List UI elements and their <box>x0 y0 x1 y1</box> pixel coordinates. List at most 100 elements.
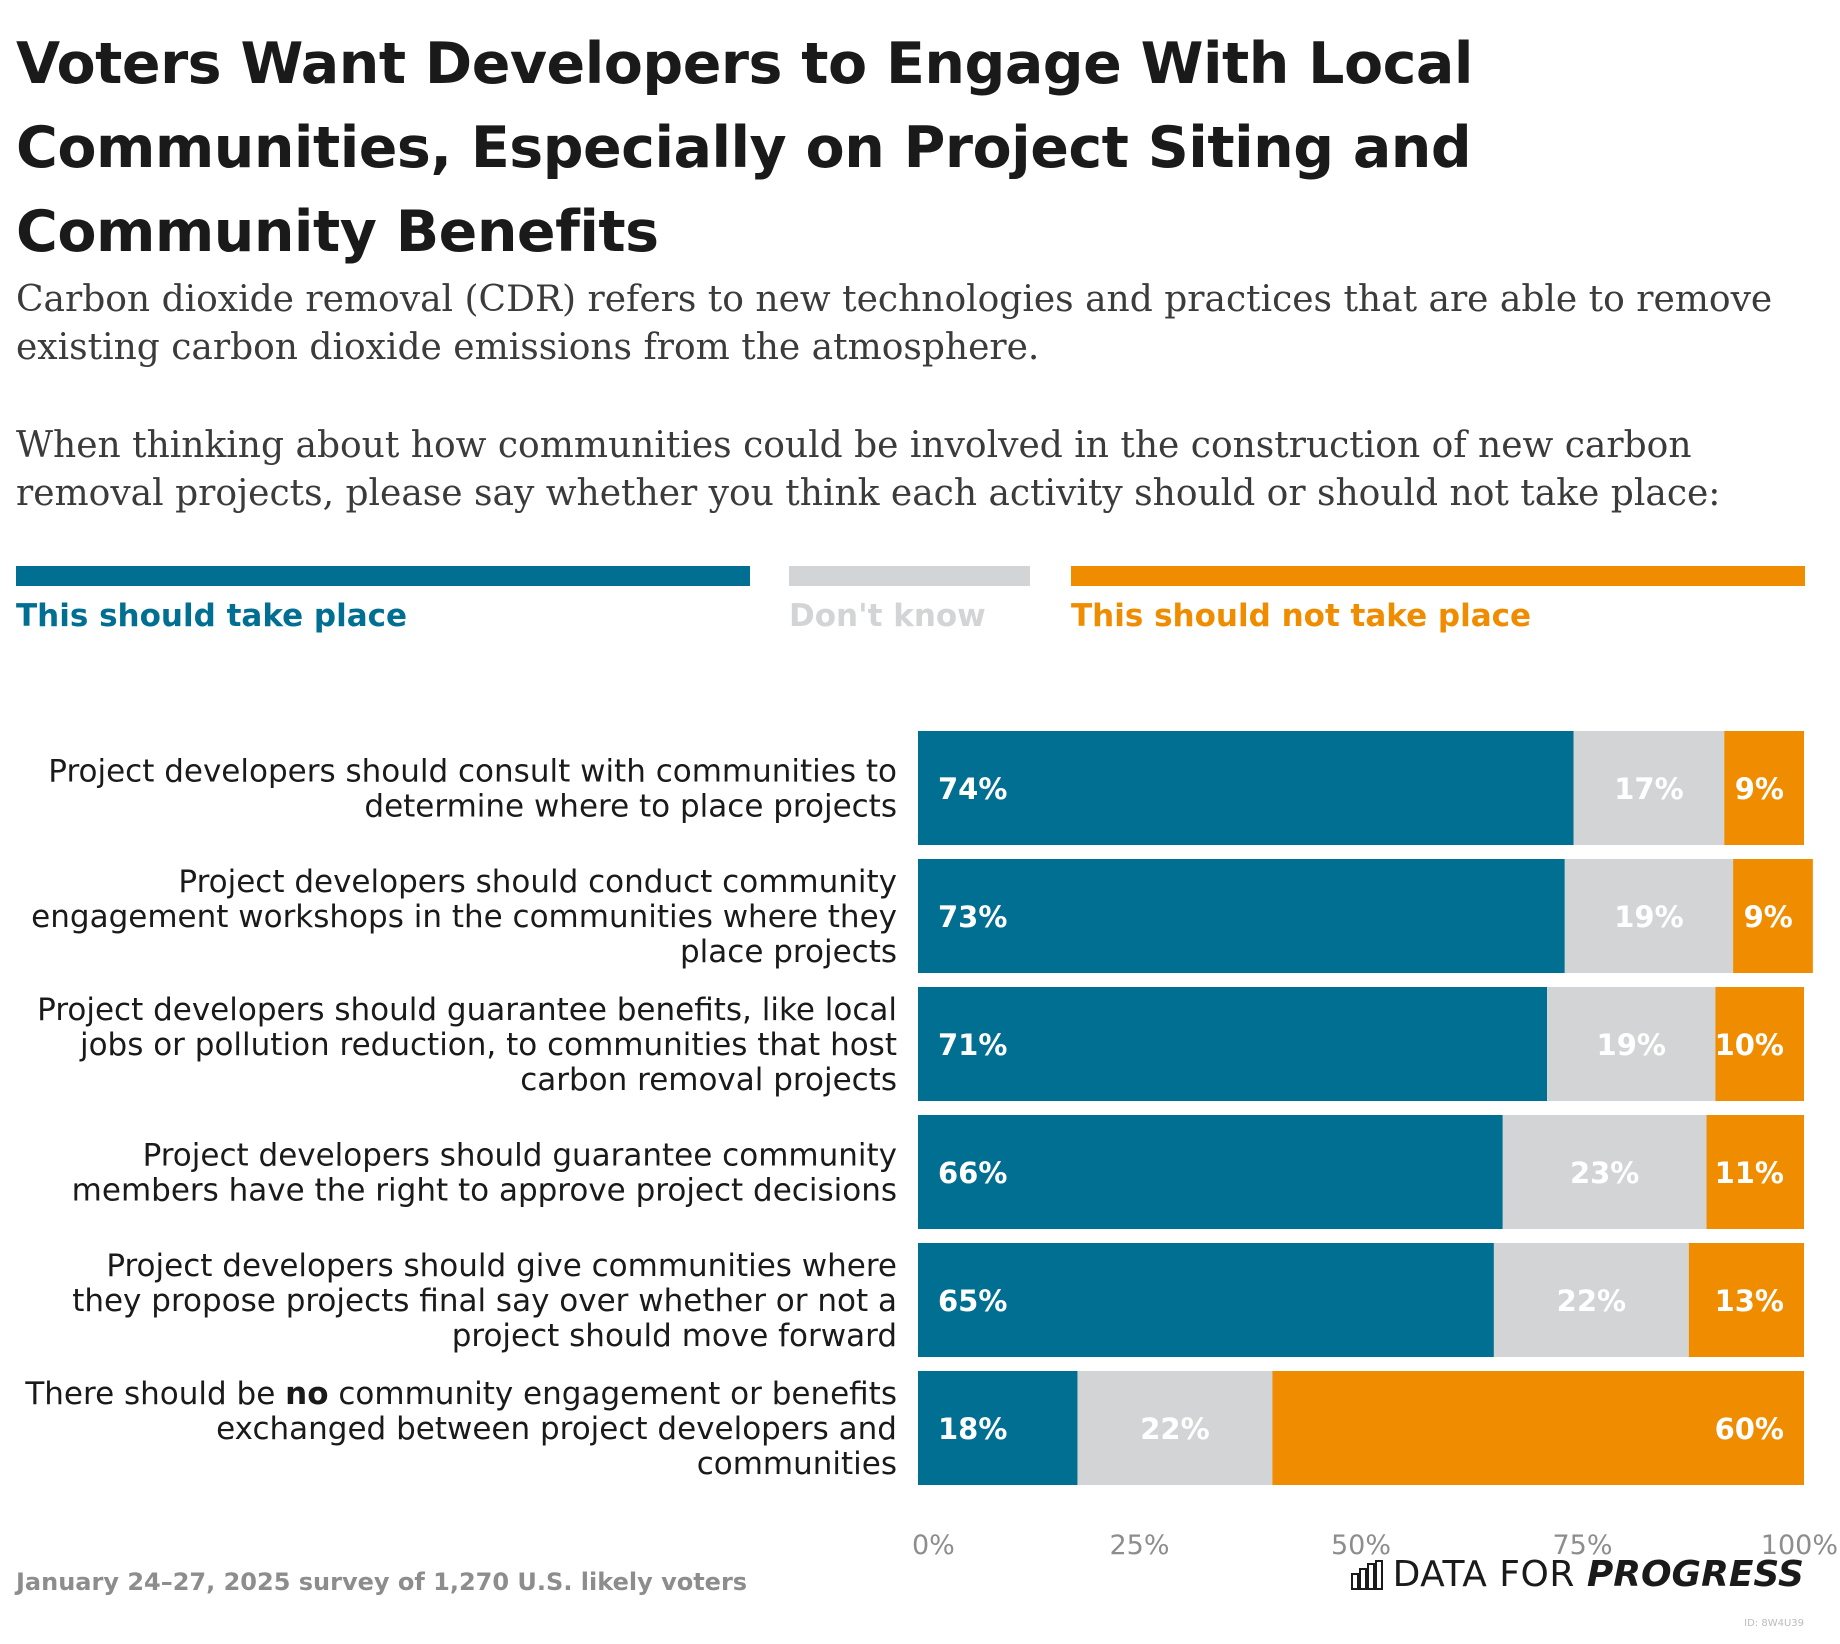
bar-segment-oppose <box>1733 859 1813 973</box>
row-label-segment: Project developers should consult with c… <box>48 754 897 790</box>
row-label-line: carbon removal projects <box>520 1062 897 1098</box>
value-label-dontknow: 23% <box>1570 1156 1639 1190</box>
bar-segment-support <box>918 731 1574 845</box>
bar-segment-dontknow <box>1502 1115 1707 1229</box>
row-label-line: exchanged between project developers and <box>216 1411 897 1447</box>
chart-id: ID: 8W4U39 <box>1744 1618 1804 1629</box>
x-tick-label: 0% <box>912 1530 955 1561</box>
row-label-segment: Project developers should guarantee comm… <box>143 1138 897 1174</box>
value-label-support: 66% <box>938 1156 1007 1190</box>
value-label-oppose: 9% <box>1744 900 1793 934</box>
row-label-segment: jobs or pollution reduction, to communit… <box>79 1027 897 1063</box>
bar-row: 74% 17% 9% Project developers should consul… <box>48 731 1804 845</box>
row-label-line: There should be no community engagement … <box>24 1376 897 1412</box>
value-label-oppose: 13% <box>1715 1284 1784 1318</box>
bar-segment-dontknow <box>1573 731 1725 845</box>
row-label-line: they propose projects final say over whe… <box>72 1283 897 1319</box>
row-label-line: jobs or pollution reduction, to communit… <box>79 1027 897 1063</box>
row-label: Project developers should guarantee comm… <box>72 1138 897 1209</box>
row-label-emphasis: no <box>285 1376 328 1412</box>
bar-segment-oppose <box>1724 731 1804 845</box>
bar-row: 65% 22% 13% Project developers should give … <box>72 1243 1804 1357</box>
value-label-oppose: 9% <box>1735 772 1784 806</box>
row-label-segment: communities <box>697 1446 897 1482</box>
row-label-segment: members have the right to approve projec… <box>72 1173 897 1209</box>
bar-row: 71% 19% 10% Project developers should guara… <box>37 987 1804 1101</box>
row-label: Project developers should conduct commun… <box>31 864 897 970</box>
row-label-line: Project developers should conduct commun… <box>178 864 897 900</box>
row-label-line: engagement workshops in the communities … <box>31 899 897 935</box>
row-label-line: determine where to place projects <box>364 789 897 825</box>
bar-segment-support <box>918 987 1548 1101</box>
legend-label-dontknow: Don't know <box>789 598 986 634</box>
value-label-support: 73% <box>938 900 1007 934</box>
bar-segment-oppose <box>1688 1243 1804 1357</box>
row-label-line: communities <box>697 1446 897 1482</box>
row-label-segment: exchanged between project developers and <box>216 1411 897 1447</box>
row-label: Project developers should consult with c… <box>48 754 897 825</box>
x-tick-label: 75% <box>1552 1530 1612 1561</box>
chart-title: Voters Want Developers to Engage With Lo… <box>16 31 1473 265</box>
bar-segment-dontknow <box>1547 987 1716 1101</box>
row-label-segment: Project developers should conduct commun… <box>178 864 897 900</box>
legend-swatch-oppose <box>1071 566 1805 586</box>
value-label-support: 18% <box>938 1412 1007 1446</box>
bar-segment-support <box>918 1371 1078 1485</box>
bar-segment-support <box>918 859 1565 973</box>
row-label-segment: carbon removal projects <box>520 1062 897 1098</box>
value-label-support: 65% <box>938 1284 1007 1318</box>
row-label-segment: place projects <box>680 934 897 970</box>
bar-segment-dontknow <box>1493 1243 1689 1357</box>
bar-row: 73% 19% 9% Project developers should conduc… <box>31 859 1813 973</box>
description-intro: Carbon dioxide removal (CDR) refers to n… <box>16 279 1773 368</box>
value-label-dontknow: 19% <box>1597 1028 1666 1062</box>
legend-label-support: This should take place <box>16 598 408 634</box>
row-label-segment: community engagement or benefits <box>329 1376 897 1412</box>
description-question: When thinking about how communities coul… <box>16 425 1721 514</box>
row-label-line: Project developers should give communiti… <box>106 1248 897 1284</box>
bar-segment-support <box>918 1115 1503 1229</box>
survey-note: January 24–27, 2025 survey of 1,270 U.S.… <box>16 1568 748 1596</box>
brand-name-light: DATA FOR <box>1392 1554 1575 1595</box>
bar-segment-dontknow <box>1077 1371 1273 1485</box>
x-tick-label: 100% <box>1761 1530 1838 1561</box>
value-label-dontknow: 19% <box>1614 900 1683 934</box>
bar-segment-oppose <box>1715 987 1804 1101</box>
x-axis: 0% 25% 50% 75% 100% <box>912 1530 1838 1561</box>
row-label: Project developers should give communiti… <box>72 1248 897 1354</box>
row-label-line: Project developers should consult with c… <box>48 754 897 790</box>
bar-segment-oppose <box>1272 1371 1804 1485</box>
row-label-segment: There should be <box>24 1376 285 1412</box>
legend-item-dontknow: Don't know <box>789 566 1030 634</box>
brand-logo: DATA FOR PROGRESS <box>1350 1554 1804 1595</box>
value-label-support: 71% <box>938 1028 1007 1062</box>
row-label-segment: determine where to place projects <box>364 789 897 825</box>
legend-swatch-support <box>16 566 750 586</box>
value-label-support: 74% <box>938 772 1007 806</box>
row-label-segment: Project developers should guarantee bene… <box>37 992 897 1028</box>
value-label-dontknow: 22% <box>1557 1284 1626 1318</box>
row-label-line: Project developers should guarantee bene… <box>37 992 897 1028</box>
value-label-oppose: 10% <box>1715 1028 1784 1062</box>
value-label-dontknow: 17% <box>1614 772 1683 806</box>
x-tick-label: 25% <box>1109 1530 1169 1561</box>
value-label-oppose: 11% <box>1715 1156 1784 1190</box>
value-label-oppose: 60% <box>1715 1412 1784 1446</box>
row-label-line: place projects <box>680 934 897 970</box>
bar-row: 18% 22% 60% There should be no community en… <box>24 1371 1804 1485</box>
legend-label-oppose: This should not take place <box>1071 598 1532 634</box>
legend-swatch-dontknow <box>789 566 1030 586</box>
brand-name-bold: PROGRESS <box>1586 1554 1804 1595</box>
bar-segment-support <box>918 1243 1494 1357</box>
row-label-line: members have the right to approve projec… <box>72 1173 897 1209</box>
row-label: Project developers should guarantee bene… <box>37 992 897 1098</box>
row-label: There should be no community engagement … <box>24 1376 897 1482</box>
legend-item-oppose: This should not take place <box>1071 566 1805 634</box>
row-label-segment: Project developers should give communiti… <box>106 1248 897 1284</box>
bar-row: 66% 23% 11% Project developers should guara… <box>72 1115 1804 1229</box>
legend-item-support: This should take place <box>16 566 750 634</box>
bar-segment-oppose <box>1706 1115 1804 1229</box>
row-label-segment: they propose projects final say over whe… <box>72 1283 897 1319</box>
bar-chart-icon <box>1350 1559 1383 1590</box>
